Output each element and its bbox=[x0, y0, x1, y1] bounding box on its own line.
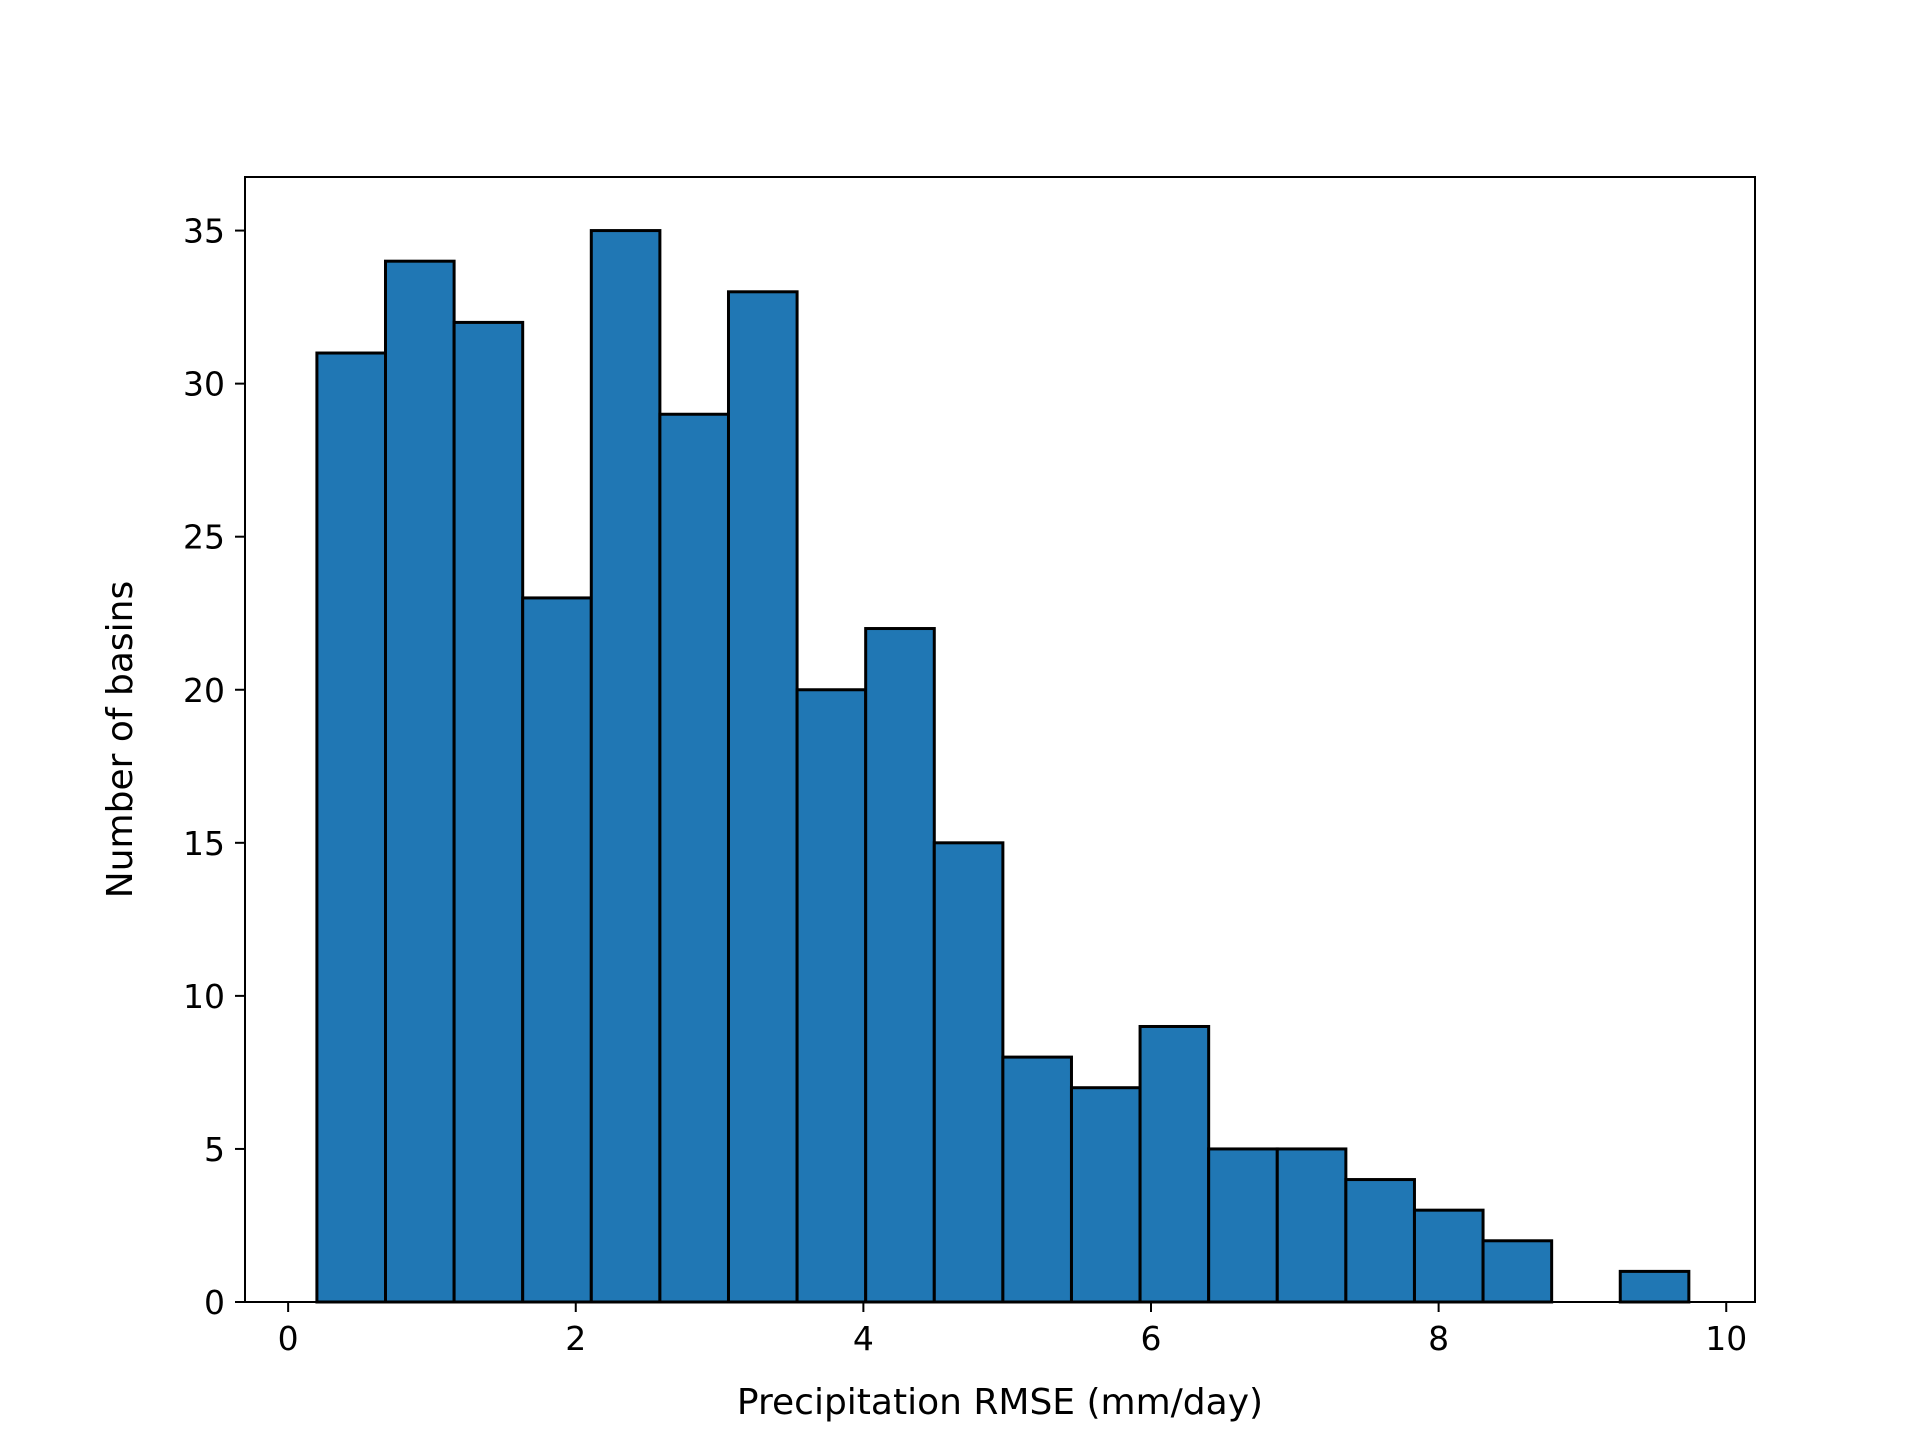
y-tick-label: 5 bbox=[204, 1130, 225, 1169]
x-tick-label: 2 bbox=[565, 1319, 586, 1358]
histogram-bar bbox=[1138, 1024, 1211, 1304]
histogram-bar bbox=[1344, 1178, 1416, 1304]
x-tick-label: 0 bbox=[278, 1319, 299, 1358]
bars-group bbox=[315, 229, 1691, 1304]
histogram-bar bbox=[795, 688, 868, 1304]
y-tick-label: 10 bbox=[183, 977, 225, 1016]
histogram-bar bbox=[452, 320, 525, 1304]
x-tick-label: 4 bbox=[853, 1319, 874, 1358]
histogram-bar bbox=[658, 412, 730, 1304]
histogram-bar bbox=[726, 290, 799, 1304]
histogram-bar bbox=[1618, 1269, 1691, 1304]
histogram-bar bbox=[1275, 1147, 1348, 1304]
x-axis-label: Precipitation RMSE (mm/day) bbox=[737, 1382, 1263, 1423]
histogram-bar bbox=[1001, 1055, 1073, 1304]
y-tick-label: 20 bbox=[183, 671, 225, 710]
histogram-bar bbox=[1412, 1208, 1485, 1304]
y-ticks-group: 0 5 10 15 20 25 30 35 bbox=[183, 212, 245, 1322]
y-tick-label: 15 bbox=[183, 824, 225, 863]
histogram-bar bbox=[932, 841, 1005, 1304]
x-ticks-group: 0 2 4 6 8 10 bbox=[278, 1302, 1747, 1358]
y-tick-label: 0 bbox=[204, 1283, 225, 1322]
y-tick-label: 30 bbox=[183, 365, 225, 404]
y-tick-label: 35 bbox=[183, 212, 225, 251]
y-axis-label: Number of basins bbox=[100, 581, 141, 898]
histogram-bar bbox=[521, 596, 593, 1304]
histogram-bar bbox=[1069, 1086, 1142, 1304]
y-tick-label: 25 bbox=[183, 518, 225, 557]
x-tick-label: 6 bbox=[1141, 1319, 1162, 1358]
x-tick-label: 8 bbox=[1428, 1319, 1449, 1358]
x-tick-label: 10 bbox=[1705, 1319, 1747, 1358]
histogram-bar bbox=[589, 229, 662, 1304]
histogram-bar bbox=[1481, 1239, 1554, 1304]
histogram-bar bbox=[1207, 1147, 1279, 1304]
histogram-bar bbox=[864, 627, 936, 1304]
histogram-bar bbox=[384, 259, 456, 1304]
plot-frame bbox=[244, 176, 1756, 1303]
histogram-bar bbox=[315, 351, 388, 1304]
